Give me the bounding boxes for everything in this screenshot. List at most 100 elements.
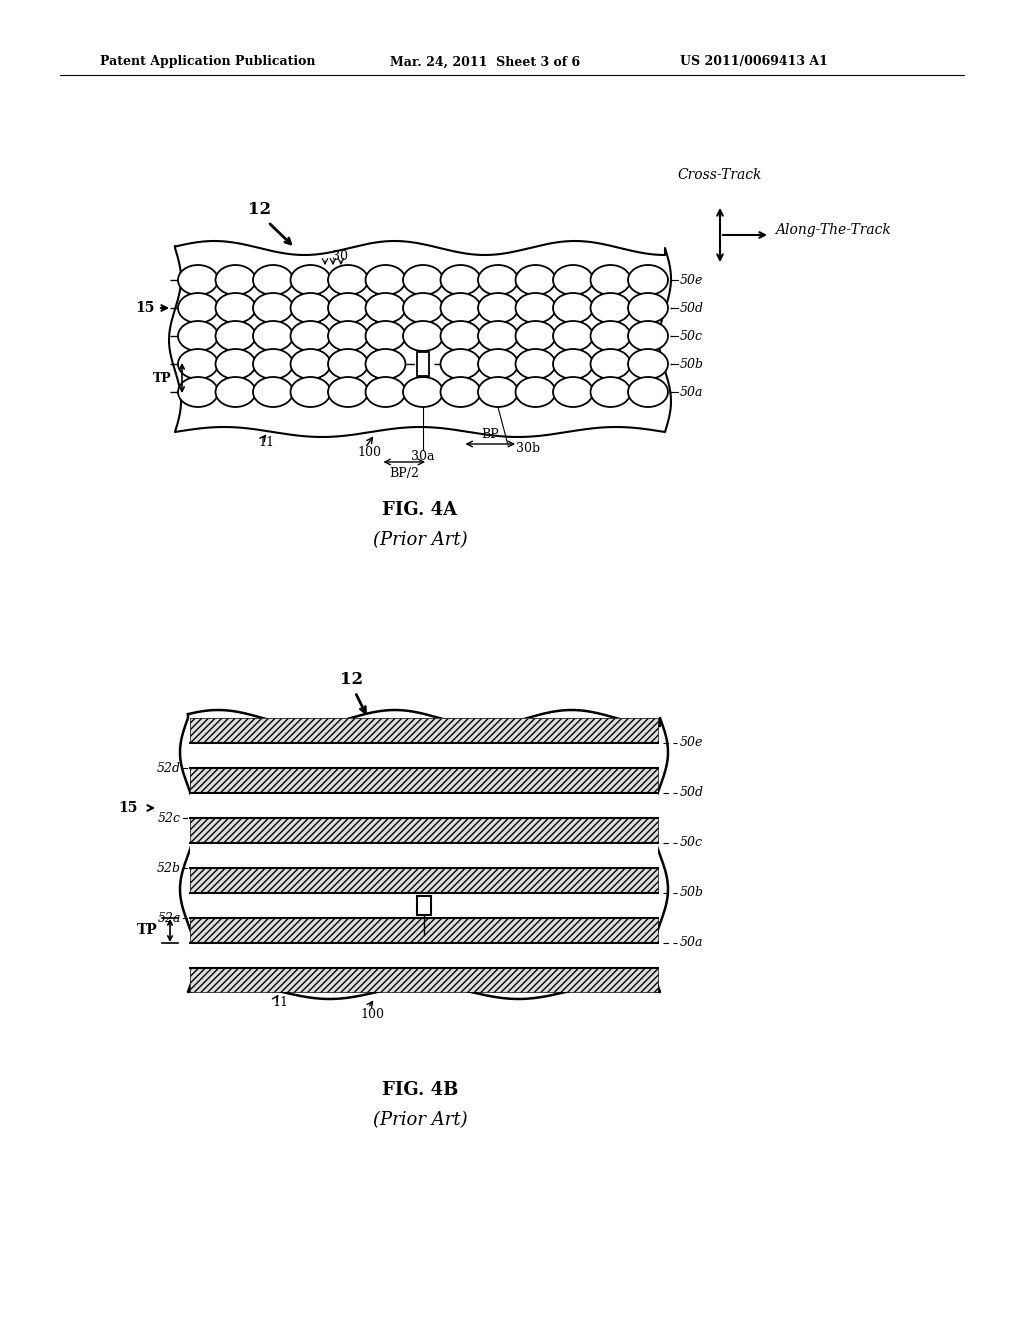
Ellipse shape: [403, 321, 443, 351]
Ellipse shape: [215, 348, 256, 379]
Ellipse shape: [591, 293, 631, 323]
Text: 50e: 50e: [680, 737, 703, 750]
Text: 30b: 30b: [516, 441, 540, 454]
Text: FIG. 4A: FIG. 4A: [382, 502, 458, 519]
Ellipse shape: [328, 293, 368, 323]
Text: TP: TP: [137, 924, 158, 937]
Ellipse shape: [291, 321, 331, 351]
Ellipse shape: [553, 293, 593, 323]
Text: Along-The-Track: Along-The-Track: [775, 223, 891, 238]
Bar: [190, 968, 658, 993]
Ellipse shape: [515, 378, 555, 407]
Text: Cross-Track: Cross-Track: [678, 168, 762, 182]
Text: 52b: 52b: [157, 862, 181, 874]
Ellipse shape: [215, 265, 256, 294]
Ellipse shape: [478, 293, 518, 323]
Ellipse shape: [328, 348, 368, 379]
Ellipse shape: [215, 293, 256, 323]
Bar: [190, 894, 658, 917]
Text: 11: 11: [258, 436, 274, 449]
Text: BP/2: BP/2: [389, 467, 419, 480]
Text: (Prior Art): (Prior Art): [373, 531, 467, 549]
Ellipse shape: [215, 378, 256, 407]
Ellipse shape: [253, 348, 293, 379]
Ellipse shape: [553, 378, 593, 407]
Text: 100: 100: [360, 1008, 384, 1022]
Bar: [190, 743, 658, 768]
Bar: [190, 818, 658, 843]
Ellipse shape: [440, 348, 480, 379]
Text: 50c: 50c: [680, 837, 703, 850]
Ellipse shape: [553, 348, 593, 379]
Ellipse shape: [515, 321, 555, 351]
Ellipse shape: [628, 321, 668, 351]
Ellipse shape: [440, 378, 480, 407]
Ellipse shape: [178, 293, 218, 323]
Ellipse shape: [328, 378, 368, 407]
Polygon shape: [169, 242, 671, 437]
Bar: [417, 896, 431, 915]
Ellipse shape: [178, 321, 218, 351]
Text: 50e: 50e: [680, 273, 703, 286]
Text: 50d: 50d: [680, 787, 705, 800]
Ellipse shape: [515, 265, 555, 294]
Ellipse shape: [628, 378, 668, 407]
Ellipse shape: [628, 265, 668, 294]
Ellipse shape: [253, 293, 293, 323]
Polygon shape: [180, 710, 668, 999]
Ellipse shape: [253, 321, 293, 351]
Ellipse shape: [403, 378, 443, 407]
Ellipse shape: [628, 293, 668, 323]
Ellipse shape: [403, 265, 443, 294]
Ellipse shape: [215, 321, 256, 351]
Text: 52d: 52d: [157, 762, 181, 775]
Text: 50a: 50a: [680, 385, 703, 399]
Bar: [190, 768, 658, 793]
Ellipse shape: [440, 321, 480, 351]
Ellipse shape: [366, 378, 406, 407]
Text: BP: BP: [481, 429, 499, 441]
Ellipse shape: [440, 265, 480, 294]
Text: 50d: 50d: [680, 301, 705, 314]
Ellipse shape: [328, 265, 368, 294]
Text: 30: 30: [332, 249, 348, 263]
Ellipse shape: [478, 348, 518, 379]
Text: 52a: 52a: [158, 912, 181, 924]
Ellipse shape: [628, 348, 668, 379]
Ellipse shape: [178, 265, 218, 294]
Bar: [190, 968, 658, 993]
Ellipse shape: [478, 378, 518, 407]
Text: 50b: 50b: [680, 358, 705, 371]
Ellipse shape: [591, 348, 631, 379]
Bar: [190, 869, 658, 894]
Text: Patent Application Publication: Patent Application Publication: [100, 55, 315, 69]
Text: 52c: 52c: [158, 812, 181, 825]
Ellipse shape: [366, 348, 406, 379]
Text: 50a: 50a: [680, 936, 703, 949]
Text: TP: TP: [154, 371, 172, 384]
Text: 12: 12: [248, 202, 271, 219]
Ellipse shape: [515, 293, 555, 323]
Ellipse shape: [591, 321, 631, 351]
Ellipse shape: [515, 348, 555, 379]
Ellipse shape: [328, 321, 368, 351]
Bar: [190, 917, 658, 942]
Text: (Prior Art): (Prior Art): [373, 1111, 467, 1129]
Bar: [190, 843, 658, 869]
Ellipse shape: [478, 265, 518, 294]
Ellipse shape: [591, 378, 631, 407]
Ellipse shape: [591, 265, 631, 294]
Ellipse shape: [291, 293, 331, 323]
Bar: [190, 869, 658, 894]
Ellipse shape: [178, 378, 218, 407]
Ellipse shape: [366, 265, 406, 294]
Ellipse shape: [403, 293, 443, 323]
Ellipse shape: [253, 265, 293, 294]
Ellipse shape: [178, 348, 218, 379]
Text: 12: 12: [340, 672, 364, 689]
Text: 30a: 30a: [412, 450, 435, 462]
Bar: [190, 718, 658, 743]
Ellipse shape: [440, 293, 480, 323]
Text: US 2011/0069413 A1: US 2011/0069413 A1: [680, 55, 827, 69]
Ellipse shape: [553, 321, 593, 351]
